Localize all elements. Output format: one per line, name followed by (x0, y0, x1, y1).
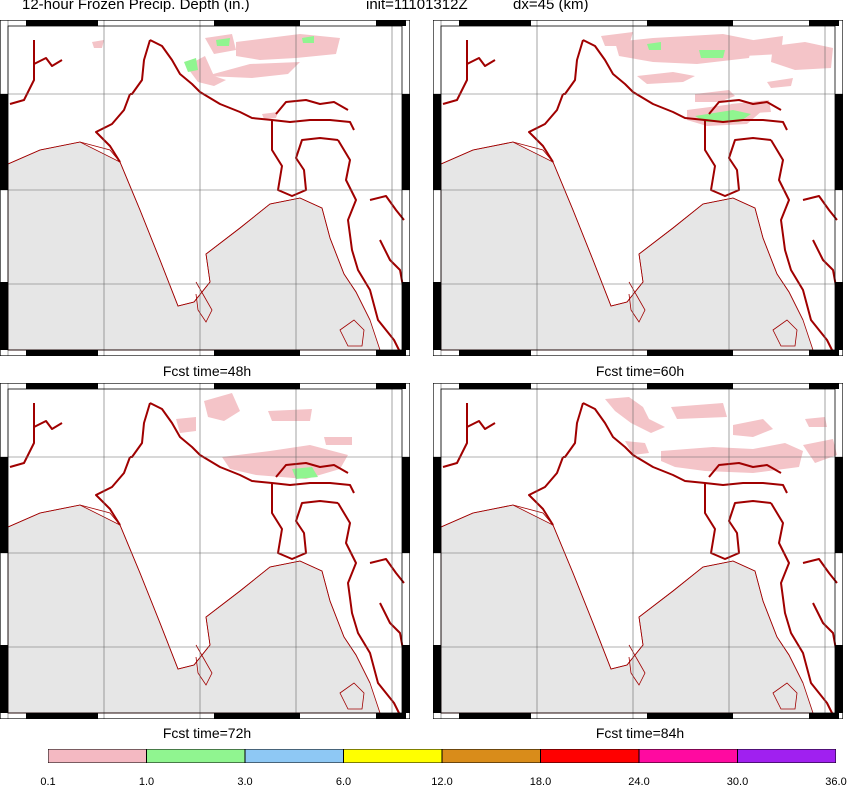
colorbar-labels: 0.1 1.0 3.0 6.0 12.0 18.0 24.0 30.0 36.0 (0, 776, 848, 790)
header: 12-hour Frozen Precip. Depth (in.) init=… (0, 0, 848, 16)
map-48h (0, 20, 410, 356)
colorbar-swatch (146, 749, 246, 763)
panel-caption-60h: Fcst time=60h (595, 363, 685, 379)
colorbar-swatch (540, 749, 640, 763)
colorbar-swatch (441, 749, 541, 763)
colorbar-swatch (244, 749, 344, 763)
colorbar-tick-label: 36.0 (825, 776, 847, 788)
map-panel-48h (0, 20, 410, 356)
colorbar-swatch (343, 749, 443, 763)
colorbar-tick-label: 3.0 (237, 776, 253, 788)
snowfall-areas (92, 34, 340, 119)
colorbar-tick-label: 24.0 (628, 776, 650, 788)
colorbar-tick-label: 0.1 (40, 776, 56, 788)
grid-spacing-label: dx=45 (km) (513, 0, 589, 13)
panel-caption-48h: Fcst time=48h (162, 363, 252, 379)
snowfall-areas (176, 393, 352, 479)
init-time-label: init=11101312Z (366, 0, 468, 13)
colorbar-tick-label: 30.0 (726, 776, 749, 788)
map-panel-84h (433, 383, 843, 719)
map-panel-60h (433, 20, 843, 356)
colorbar-swatch (48, 749, 147, 763)
colorbar-tick-label: 12.0 (431, 776, 453, 788)
panel-caption-72h: Fcst time=72h (162, 725, 252, 741)
map-panel-72h (0, 383, 410, 719)
colorbar-swatch (638, 749, 738, 763)
chart-title: 12-hour Frozen Precip. Depth (in.) (22, 0, 250, 13)
colorbar-tick-label: 18.0 (529, 776, 552, 788)
colorbar (48, 749, 836, 763)
map-60h (433, 20, 843, 356)
panel-caption-84h: Fcst time=84h (595, 725, 685, 741)
map-84h (433, 383, 843, 719)
colorbar-tick-label: 1.0 (138, 776, 155, 788)
colorbar-tick-label: 6.0 (335, 776, 352, 788)
colorbar-swatch (737, 749, 836, 763)
snowfall-areas (605, 397, 837, 473)
map-72h (0, 383, 410, 719)
